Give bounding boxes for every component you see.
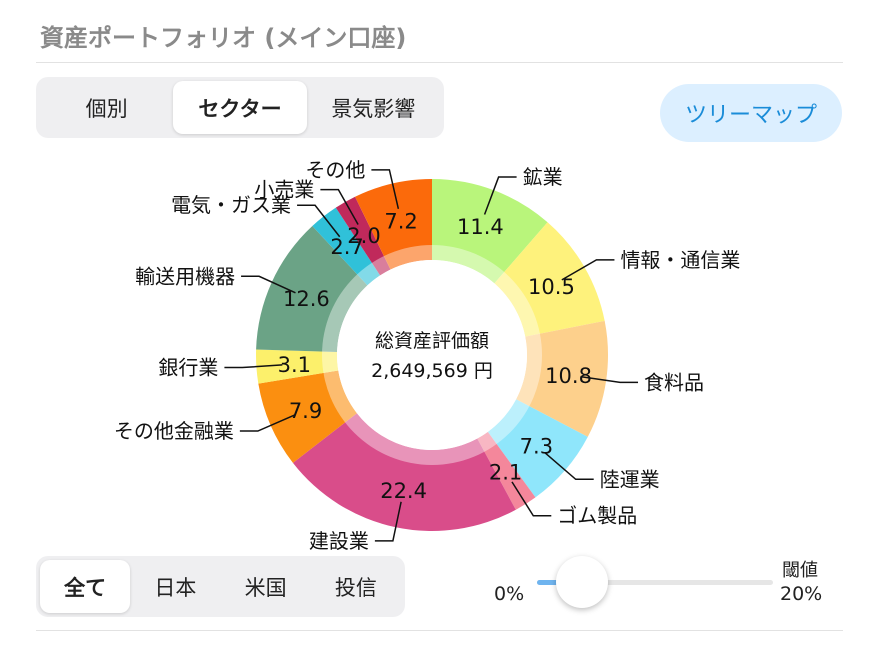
leader-line xyxy=(511,481,552,517)
leader-line xyxy=(374,501,402,542)
leader-line xyxy=(483,176,517,215)
leader-line xyxy=(239,414,295,432)
tab[interactable]: 日本 xyxy=(154,575,197,600)
value-label: 22.4 xyxy=(380,479,427,503)
value-label: 3.1 xyxy=(278,353,311,377)
category-label: 鉱業 xyxy=(523,165,563,189)
leader-line xyxy=(544,452,594,481)
donut-slice xyxy=(256,225,368,353)
value-label: 2.7 xyxy=(330,235,363,259)
category-label: ゴム製品 xyxy=(557,504,637,528)
tab[interactable]: セクター xyxy=(173,81,307,134)
donut-chart: 鉱業 11.4 情報・通信業 10.5 食料品 10.8 陸運業 7.3 ゴム製品 2.1 建設業 2… xyxy=(114,158,741,550)
donut-slice xyxy=(312,207,381,286)
slider-max: 20% xyxy=(780,583,823,605)
view-tabs: 個別 セクター 景気影響 xyxy=(36,77,444,138)
leader-line xyxy=(371,169,400,209)
category-label: 食料品 xyxy=(644,370,704,394)
category-label: 陸運業 xyxy=(600,467,660,491)
tab[interactable]: 米国 xyxy=(244,575,287,600)
donut-slice xyxy=(516,320,608,437)
category-label: その他金融業 xyxy=(114,419,234,443)
tab[interactable]: 個別 xyxy=(85,96,128,121)
donut-slice xyxy=(494,222,605,337)
divider xyxy=(36,630,843,631)
center-value: 2,649,569 円 xyxy=(371,360,493,382)
category-label: 情報・通信業 xyxy=(620,248,740,272)
leader-line xyxy=(241,275,296,294)
category-label: 電気・ガス業 xyxy=(171,193,291,217)
treemap-button[interactable]: ツリーマップ xyxy=(660,84,842,142)
tab[interactable]: 投信 xyxy=(334,575,377,600)
leader-line xyxy=(561,259,615,281)
value-label: 10.5 xyxy=(528,275,575,299)
value-label: 7.2 xyxy=(384,210,417,234)
category-label: 輸送用機器 xyxy=(135,264,235,288)
slider-track xyxy=(537,580,773,585)
slider-min: 0% xyxy=(494,583,525,605)
leader-line xyxy=(224,364,283,369)
leader-line xyxy=(297,204,341,238)
tab[interactable]: 全て xyxy=(40,560,131,613)
donut-slice xyxy=(256,349,339,384)
value-label: 10.8 xyxy=(545,364,592,388)
slider-title: 閾値 xyxy=(782,560,818,581)
value-label: 11.4 xyxy=(457,215,504,239)
donut-slice xyxy=(292,413,516,531)
slider-knob[interactable] xyxy=(556,556,608,608)
donut-slice xyxy=(432,179,548,284)
donut-slice xyxy=(487,399,588,498)
donut-slice xyxy=(258,370,357,463)
category-label: その他 xyxy=(305,158,365,182)
category-label: 建設業 xyxy=(309,529,369,550)
value-label: 2.1 xyxy=(489,461,522,485)
category-label: 小売業 xyxy=(254,178,314,202)
tab[interactable]: 景気影響 xyxy=(331,96,416,121)
region-tabs: 全て 日本 米国 投信 xyxy=(36,556,405,617)
value-label: 12.6 xyxy=(283,287,330,311)
page-title: 資産ポートフォリオ (メイン口座) xyxy=(40,24,407,52)
category-label: 銀行業 xyxy=(158,356,218,380)
hole xyxy=(337,260,527,450)
value-label: 7.3 xyxy=(520,434,553,458)
slider-fill xyxy=(537,580,559,585)
value-label: 7.9 xyxy=(289,399,322,423)
leader-line xyxy=(320,188,359,225)
leader-line xyxy=(580,375,639,384)
divider xyxy=(36,62,843,63)
donut-slice xyxy=(355,179,432,270)
donut-slice xyxy=(335,196,391,276)
center-title: 総資産評価額 xyxy=(375,330,489,352)
donut-slice xyxy=(477,431,536,510)
value-label: 2.0 xyxy=(347,224,380,248)
